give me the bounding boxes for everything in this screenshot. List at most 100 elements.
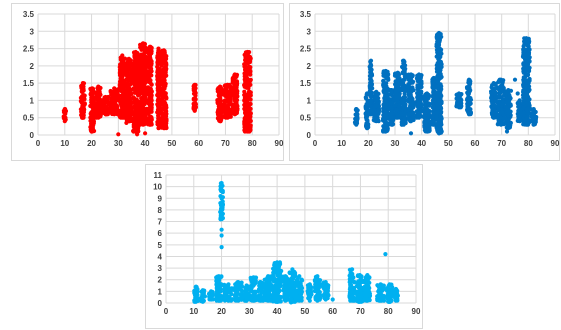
x-tick-label: 40 xyxy=(417,139,426,148)
data-point xyxy=(250,286,254,290)
data-point xyxy=(156,47,160,51)
data-point xyxy=(243,72,247,76)
data-point xyxy=(521,53,525,57)
data-point xyxy=(518,119,522,123)
data-point xyxy=(104,112,108,116)
data-point xyxy=(434,103,438,107)
x-tick-label: 80 xyxy=(384,307,393,316)
data-point xyxy=(148,92,152,96)
data-point xyxy=(209,297,213,301)
data-point xyxy=(251,275,255,279)
data-point xyxy=(218,85,222,89)
y-tick-label: 7 xyxy=(158,218,163,227)
data-point xyxy=(409,88,413,92)
data-point xyxy=(374,90,378,94)
data-point xyxy=(266,299,270,303)
data-point xyxy=(284,294,288,298)
data-point xyxy=(97,110,101,114)
data-point xyxy=(425,91,429,95)
data-point xyxy=(164,63,168,67)
data-point xyxy=(364,121,368,125)
data-point xyxy=(248,125,252,129)
data-point xyxy=(497,107,501,111)
data-point xyxy=(235,79,239,83)
y-tick-label: 3.5 xyxy=(300,10,312,19)
data-point xyxy=(526,62,530,66)
x-tick-label: 90 xyxy=(275,139,284,148)
data-point xyxy=(224,291,228,295)
data-point xyxy=(147,111,151,115)
data-point xyxy=(97,97,101,101)
data-point xyxy=(216,110,220,114)
data-point xyxy=(422,116,426,120)
y-tick-label: 2 xyxy=(30,62,35,71)
y-tick-label: 5 xyxy=(158,241,163,250)
y-tick-label: 11 xyxy=(154,171,163,180)
data-point xyxy=(149,107,153,111)
data-point xyxy=(436,50,440,54)
data-point xyxy=(492,116,496,120)
y-tick-label: 2.5 xyxy=(300,45,312,54)
data-point xyxy=(244,119,248,123)
data-point xyxy=(164,107,168,111)
data-point xyxy=(518,98,522,102)
data-point xyxy=(148,73,152,77)
y-tick-label: 1.5 xyxy=(300,79,312,88)
data-point xyxy=(527,47,531,51)
data-point xyxy=(467,102,471,106)
data-point xyxy=(524,123,528,127)
data-point xyxy=(142,58,146,62)
data-point xyxy=(79,86,83,90)
data-point xyxy=(160,116,164,120)
data-point xyxy=(439,74,443,78)
data-point xyxy=(127,57,131,61)
data-point xyxy=(200,293,204,297)
data-point xyxy=(201,300,205,304)
data-point xyxy=(248,68,252,72)
data-point xyxy=(393,104,397,108)
data-point xyxy=(146,58,150,62)
data-point xyxy=(120,81,124,85)
data-point xyxy=(436,39,440,43)
data-point xyxy=(108,106,112,110)
data-point xyxy=(244,93,248,97)
data-point xyxy=(409,119,413,123)
data-point xyxy=(126,74,130,78)
data-point xyxy=(434,111,438,115)
data-point xyxy=(63,107,67,111)
data-point xyxy=(382,106,386,110)
data-point xyxy=(497,113,501,117)
data-point xyxy=(243,68,247,72)
data-point xyxy=(418,110,422,114)
data-point xyxy=(118,98,122,102)
x-tick-label: 20 xyxy=(87,139,96,148)
y-tick-label: 1 xyxy=(158,287,163,296)
data-point xyxy=(164,95,168,99)
data-point xyxy=(368,74,372,78)
data-point xyxy=(278,271,282,275)
data-point xyxy=(138,45,142,49)
data-point xyxy=(246,61,250,65)
data-point xyxy=(132,77,136,81)
data-point xyxy=(133,55,137,59)
data-point xyxy=(194,102,198,106)
data-point xyxy=(236,280,240,284)
data-point xyxy=(521,88,525,92)
data-point xyxy=(219,186,223,190)
data-point xyxy=(467,112,471,116)
data-point xyxy=(81,116,85,120)
data-point xyxy=(224,92,228,96)
data-point xyxy=(119,58,123,62)
data-point xyxy=(139,85,143,89)
data-point xyxy=(423,104,427,108)
data-point xyxy=(225,106,229,110)
data-point xyxy=(148,123,152,127)
y-tick-label: 2.5 xyxy=(23,45,35,54)
data-point xyxy=(408,112,412,116)
data-point xyxy=(505,107,509,111)
data-point xyxy=(96,85,100,89)
data-point xyxy=(396,76,400,80)
y-tick-label: 3 xyxy=(158,264,163,273)
